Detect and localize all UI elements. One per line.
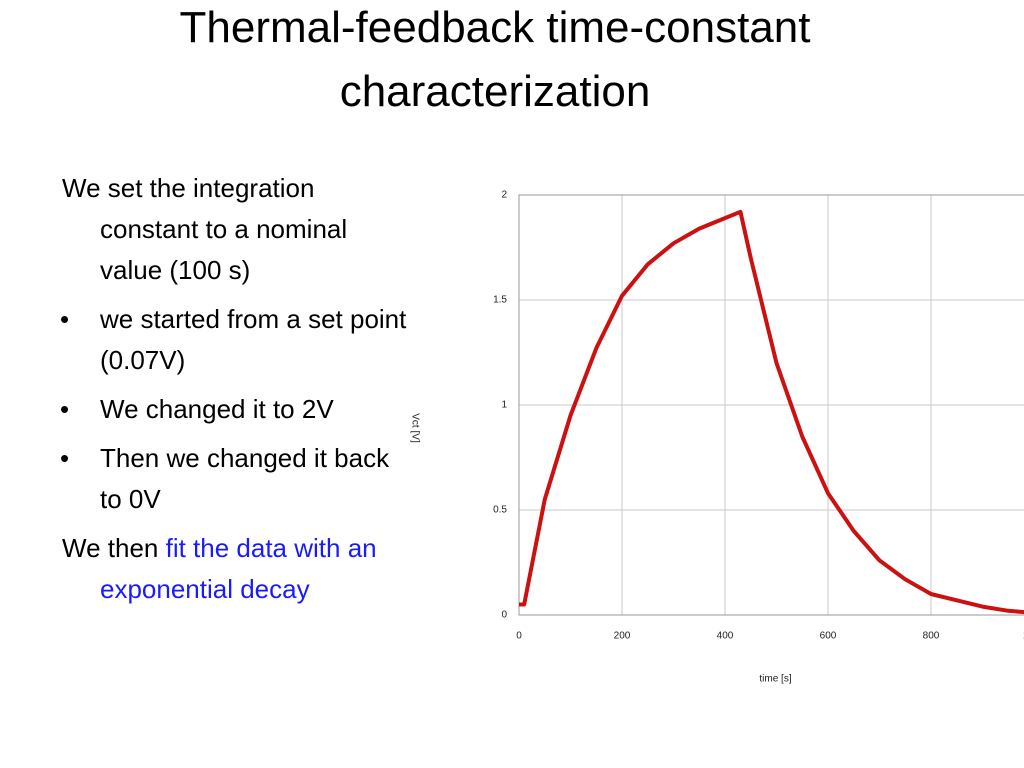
bullet: We changed it to 2V bbox=[60, 389, 412, 430]
x-tick-label: 600 bbox=[820, 631, 837, 642]
y-tick-label: 0.5 bbox=[493, 505, 507, 516]
paragraph: We set the integration constant to a nom… bbox=[62, 173, 348, 285]
x-tick-label: 0 bbox=[516, 631, 522, 642]
chart: 0 0.5 1 1.5 2 0 200 400 600 800 1000 time [s] Vct [V… bbox=[409, 190, 1024, 685]
highlight-text: fit the data with an exponential decay bbox=[100, 533, 377, 604]
bullet: Then we changed it back to 0V bbox=[60, 438, 412, 520]
text: We then bbox=[62, 533, 159, 563]
y-axis-label: Vct [V] bbox=[409, 413, 420, 443]
title-line: Thermal-feedback time-constant bbox=[179, 3, 811, 52]
x-tick-label: 1000 bbox=[1023, 631, 1024, 642]
y-tick-label: 1 bbox=[501, 400, 507, 411]
y-tick-label: 1.5 bbox=[493, 295, 507, 306]
bullet: we started from a set point (0.07V) bbox=[60, 299, 412, 381]
line-series bbox=[519, 209, 1024, 615]
title-line: characterization bbox=[339, 67, 651, 116]
y-tick-label: 2 bbox=[501, 190, 507, 201]
x-axis-label: time [s] bbox=[759, 674, 791, 685]
x-tick-label: 400 bbox=[717, 631, 734, 642]
plot-frame bbox=[518, 194, 1024, 616]
x-tick-label: 800 bbox=[923, 631, 940, 642]
slide-body: We set the integration constant to a nom… bbox=[60, 168, 412, 618]
y-tick-label: 0 bbox=[501, 610, 507, 621]
slide-title: Thermal-feedback time-constant character… bbox=[0, 0, 990, 124]
paragraph: We then fit the data with an exponential… bbox=[62, 528, 412, 610]
x-tick-label: 200 bbox=[614, 631, 631, 642]
